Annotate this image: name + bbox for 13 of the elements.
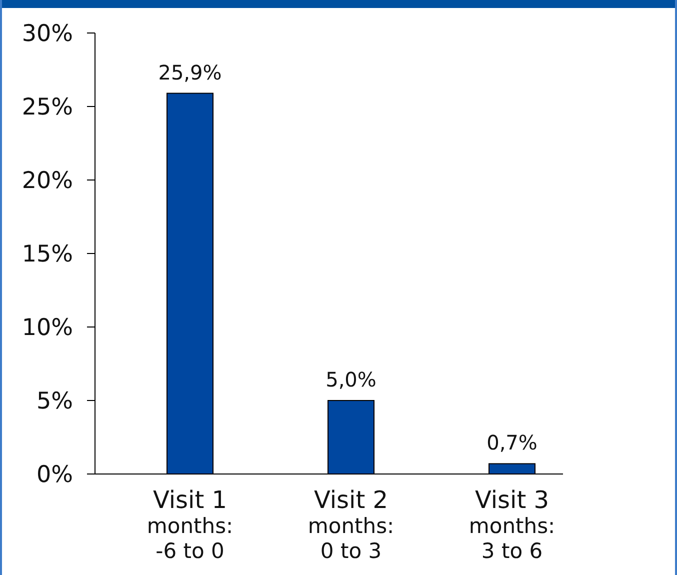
data-label: 5,0% — [326, 368, 376, 392]
y-tick-label: 0% — [36, 462, 73, 488]
x-tick-label: Visit 1 months: -6 to 0 — [146, 486, 234, 563]
y-tick-label: 30% — [22, 21, 73, 48]
x-tick-label: Visit 2 months: 0 to 3 — [308, 486, 394, 563]
y-tick-label: 25% — [22, 94, 73, 121]
data-label: 25,9% — [158, 60, 222, 84]
y-tick-label: 20% — [22, 168, 73, 194]
x-tick-label: Visit 3 months: 3 to 6 — [468, 486, 556, 563]
y-tick-label: 10% — [22, 315, 73, 342]
data-label: 0,7% — [486, 430, 538, 455]
y-tick-label: 15% — [22, 242, 73, 268]
y-tick-label: 5% — [36, 388, 73, 415]
